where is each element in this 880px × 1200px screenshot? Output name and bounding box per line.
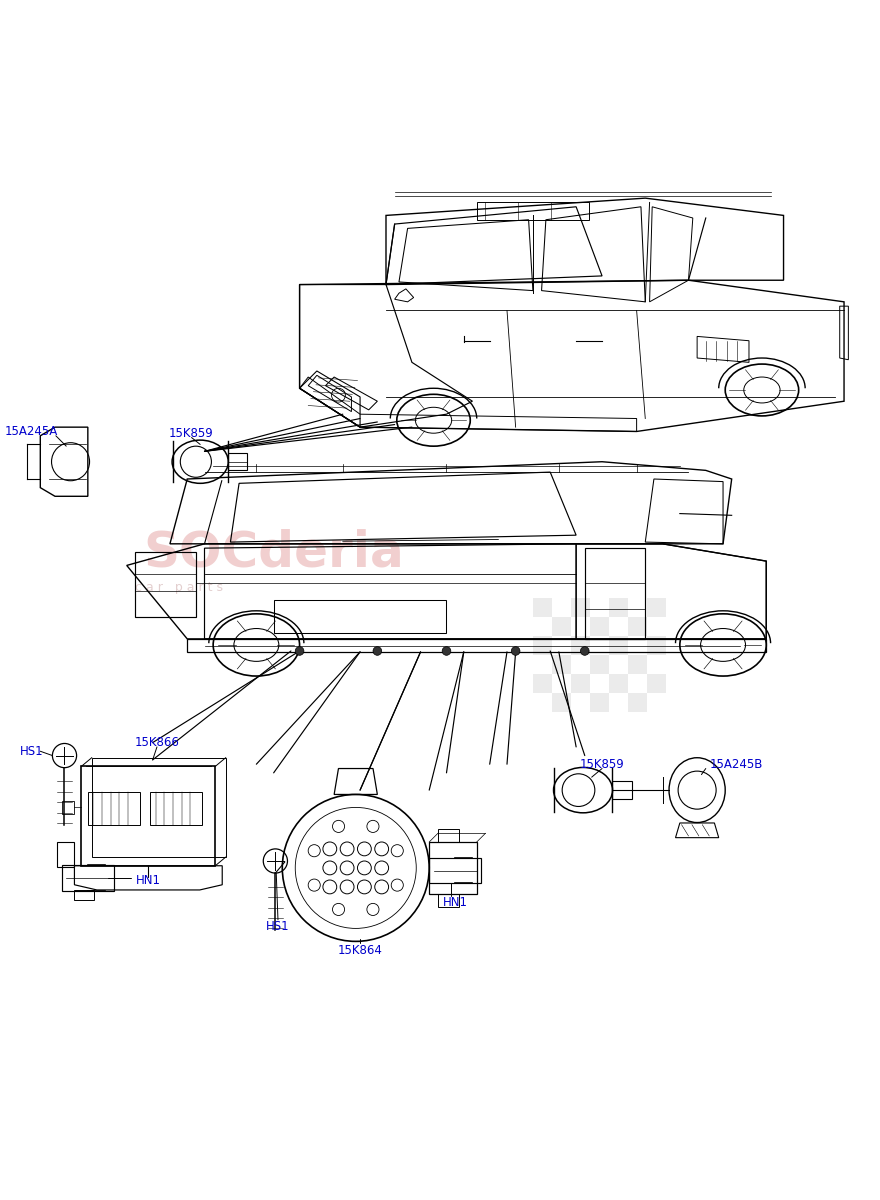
Text: HN1: HN1 bbox=[443, 896, 467, 908]
Bar bbox=[609, 636, 628, 655]
Bar bbox=[628, 655, 647, 674]
Bar bbox=[552, 655, 571, 674]
Bar bbox=[628, 694, 647, 713]
Bar bbox=[88, 792, 140, 824]
Bar bbox=[571, 599, 590, 617]
Text: HS1: HS1 bbox=[20, 745, 43, 757]
Bar bbox=[609, 674, 628, 694]
Bar bbox=[552, 694, 571, 713]
Circle shape bbox=[511, 647, 520, 655]
Bar bbox=[609, 655, 628, 674]
Bar bbox=[533, 599, 552, 617]
Bar bbox=[533, 636, 552, 655]
Text: HN1: HN1 bbox=[136, 874, 161, 887]
Bar bbox=[571, 617, 590, 636]
Bar bbox=[552, 617, 571, 636]
Text: HS1: HS1 bbox=[266, 920, 290, 934]
Bar bbox=[552, 674, 571, 694]
Bar bbox=[647, 617, 666, 636]
Circle shape bbox=[581, 647, 589, 655]
Bar bbox=[612, 781, 632, 799]
Text: 15K859: 15K859 bbox=[169, 427, 214, 439]
Bar bbox=[647, 674, 666, 694]
Bar bbox=[571, 694, 590, 713]
Text: SOCderia: SOCderia bbox=[143, 528, 404, 576]
Circle shape bbox=[373, 647, 382, 655]
Bar bbox=[647, 599, 666, 617]
Bar bbox=[81, 767, 216, 865]
Bar bbox=[552, 636, 571, 655]
Bar bbox=[609, 599, 628, 617]
Text: 15K864: 15K864 bbox=[338, 943, 383, 956]
Bar bbox=[477, 203, 589, 220]
Bar bbox=[533, 674, 552, 694]
Bar bbox=[590, 694, 609, 713]
Bar bbox=[628, 599, 647, 617]
Bar bbox=[552, 599, 571, 617]
Bar bbox=[571, 674, 590, 694]
Bar bbox=[590, 599, 609, 617]
Bar bbox=[571, 655, 590, 674]
Text: 15K866: 15K866 bbox=[135, 736, 180, 749]
Bar bbox=[609, 694, 628, 713]
Bar bbox=[647, 636, 666, 655]
Text: 15A245A: 15A245A bbox=[5, 425, 58, 438]
Bar bbox=[647, 694, 666, 713]
Bar bbox=[274, 600, 446, 632]
Circle shape bbox=[296, 647, 304, 655]
Bar bbox=[628, 617, 647, 636]
Bar bbox=[647, 655, 666, 674]
Bar bbox=[628, 636, 647, 655]
Bar bbox=[571, 636, 590, 655]
Bar bbox=[228, 454, 247, 470]
Bar bbox=[590, 655, 609, 674]
Bar bbox=[533, 655, 552, 674]
Bar bbox=[609, 617, 628, 636]
Bar bbox=[533, 617, 552, 636]
Circle shape bbox=[442, 647, 451, 655]
Text: 15A245B: 15A245B bbox=[709, 757, 763, 770]
Bar bbox=[150, 792, 202, 824]
Text: 15K859: 15K859 bbox=[580, 757, 625, 770]
Text: c a r   p a r t s: c a r p a r t s bbox=[135, 581, 223, 594]
Bar bbox=[62, 800, 75, 815]
Bar bbox=[628, 674, 647, 694]
Bar bbox=[590, 674, 609, 694]
Bar bbox=[590, 636, 609, 655]
Bar bbox=[590, 617, 609, 636]
Bar bbox=[533, 694, 552, 713]
